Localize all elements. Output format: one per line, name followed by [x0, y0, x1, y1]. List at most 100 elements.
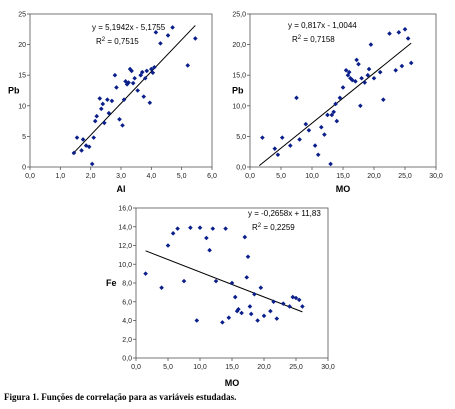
data-point: [387, 31, 392, 36]
data-point: [268, 308, 273, 314]
data-point: [71, 150, 77, 156]
data-point: [229, 280, 235, 286]
data-point: [207, 247, 212, 253]
data-point: [252, 291, 257, 297]
x-tick-label: 3,0: [116, 173, 126, 180]
data-point: [114, 85, 119, 90]
data-point: [204, 235, 209, 241]
y-tick-label: 25: [18, 12, 26, 19]
y-tick-label: 0,0: [236, 165, 246, 172]
data-point: [194, 318, 200, 323]
data-point: [337, 95, 343, 101]
data-point: [112, 72, 118, 78]
data-point: [83, 143, 89, 148]
x-tick-label: 25,0: [398, 173, 412, 180]
data-point: [120, 123, 125, 128]
data-point: [80, 137, 86, 142]
data-point: [74, 135, 80, 140]
trend-line: [145, 250, 303, 313]
x-tick-label: 5,0: [177, 173, 187, 180]
data-point: [239, 310, 244, 316]
data-point: [408, 60, 414, 66]
data-point: [149, 66, 154, 72]
data-point: [303, 121, 309, 127]
data-point: [98, 106, 104, 112]
regression-equation: y = 5,1942x - 5,1755: [92, 23, 166, 32]
data-point: [288, 143, 293, 148]
data-point: [100, 101, 106, 107]
data-point: [220, 320, 225, 325]
data-point: [158, 41, 163, 46]
data-point: [315, 152, 321, 158]
x-tick-label: 4,0: [146, 173, 156, 180]
data-point: [296, 297, 302, 303]
data-point: [354, 57, 359, 63]
data-point: [170, 231, 176, 236]
data-point: [297, 137, 302, 142]
data-point: [86, 144, 92, 150]
y-axis-label: Pb: [8, 86, 20, 96]
y-tick-label: 15,0: [232, 73, 246, 80]
y-tick-label: 25,0: [232, 12, 246, 19]
y-tick-label: 20,0: [232, 42, 246, 49]
data-point: [328, 161, 333, 167]
x-tick-label: 20,0: [367, 173, 381, 180]
y-tick-label: 5,0: [236, 134, 246, 141]
y-tick-label: 5: [22, 134, 26, 141]
data-point: [312, 143, 318, 148]
x-tick-label: 30,0: [321, 364, 335, 371]
y-tick-label: 20: [18, 42, 26, 49]
y-axis-label: Fe: [106, 278, 117, 288]
data-point: [89, 161, 95, 167]
data-point: [242, 234, 248, 240]
data-point: [165, 33, 171, 38]
x-tick-label: 10,0: [305, 173, 319, 180]
y-tick-label: 15: [18, 73, 26, 80]
y-tick-label: 16,0: [118, 206, 132, 213]
data-point: [381, 97, 386, 102]
data-point: [261, 313, 267, 319]
chart-pb-vs-mo: 0,0 5,0 10,0 15,0 20,0 25,0 0,0 5,0 10,0 15,0 20,0…: [232, 12, 443, 195]
data-point: [152, 64, 157, 70]
data-point: [353, 79, 358, 84]
data-point: [185, 63, 191, 68]
data-point: [170, 25, 175, 30]
data-point: [144, 68, 150, 74]
data-point: [121, 97, 127, 102]
data-point: [94, 113, 100, 119]
data-point: [106, 110, 112, 116]
trend-line: [72, 25, 196, 155]
x-tick-label: 20,0: [257, 364, 271, 371]
data-point: [294, 95, 299, 101]
data-point: [279, 135, 285, 140]
data-point: [109, 98, 115, 104]
x-tick-label: 0,0: [245, 173, 255, 180]
data-point: [143, 271, 148, 276]
r-squared-label: R2 = 0,7515: [96, 37, 139, 46]
x-tick-label: 0,0: [131, 364, 141, 371]
data-point: [362, 80, 367, 85]
y-tick-label: 14,0: [118, 224, 132, 231]
data-point: [366, 66, 372, 72]
data-point: [399, 63, 405, 69]
x-tick-label: 30,0: [429, 173, 443, 180]
data-point: [129, 68, 134, 74]
y-tick-label: 2,0: [122, 337, 132, 344]
data-point: [405, 36, 411, 41]
data-point: [293, 295, 299, 301]
data-point: [306, 127, 312, 133]
data-point: [325, 112, 330, 118]
data-point: [175, 226, 180, 231]
data-point: [319, 124, 324, 130]
y-tick-label: 0: [22, 165, 26, 172]
y-tick-label: 10: [18, 103, 26, 110]
data-point: [232, 294, 238, 300]
data-point: [260, 135, 265, 140]
data-point: [258, 285, 264, 290]
data-point: [365, 72, 371, 78]
data-point: [188, 225, 193, 230]
x-tick-label: 5,0: [276, 173, 286, 180]
data-point: [402, 27, 408, 32]
data-point: [105, 97, 110, 102]
data-point: [132, 75, 137, 81]
